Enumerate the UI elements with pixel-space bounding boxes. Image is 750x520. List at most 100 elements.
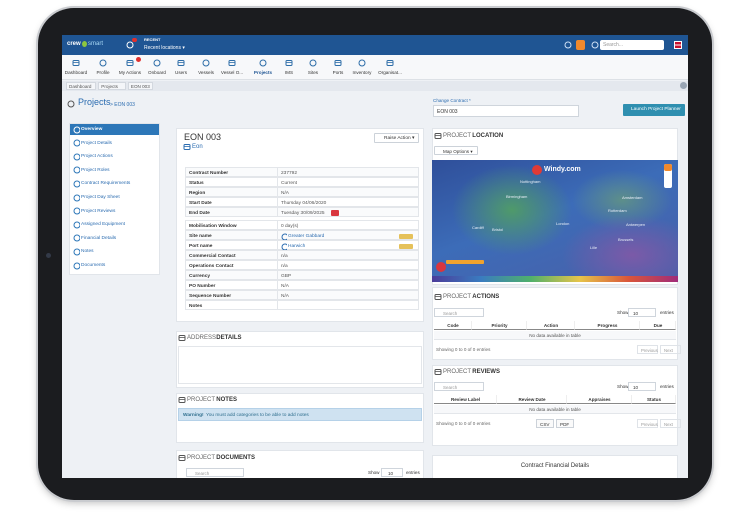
menu-item[interactable]: Users bbox=[175, 70, 187, 75]
breadcrumb-item[interactable]: Dashboard bbox=[66, 82, 97, 90]
menu-item[interactable]: Profile bbox=[96, 70, 110, 75]
menu-item[interactable]: Projects bbox=[253, 70, 273, 75]
map-options-button[interactable]: Map Options ▾ bbox=[434, 146, 478, 155]
row-value[interactable]: Greater Gabbard bbox=[288, 233, 325, 239]
pager-button[interactable]: Next bbox=[660, 419, 681, 428]
column-header[interactable]: Appraises bbox=[567, 395, 632, 404]
menu-item[interactable]: Sites bbox=[307, 70, 319, 75]
menu-item[interactable]: IMS bbox=[284, 70, 294, 75]
pager-button[interactable]: Next bbox=[660, 345, 681, 354]
menu-item[interactable]: Dashboard bbox=[64, 70, 88, 75]
export-button[interactable]: PDF bbox=[556, 419, 574, 428]
launch-button[interactable]: Launch Project Planner bbox=[623, 104, 685, 116]
length-value: 10 bbox=[633, 385, 639, 390]
sidebar-item[interactable]: Overview bbox=[81, 127, 103, 132]
menu-item[interactable]: My Actions bbox=[118, 70, 142, 75]
menu-item[interactable]: Inventory bbox=[352, 70, 372, 75]
menu-item[interactable]: Vessel O... bbox=[220, 70, 244, 75]
table-cell: Site name bbox=[185, 230, 278, 240]
length-select[interactable]: 10 bbox=[381, 468, 403, 477]
sidebar-item[interactable]: Contract Requirements bbox=[81, 181, 131, 187]
column-header[interactable]: Code bbox=[434, 321, 472, 330]
table-cell: N/A bbox=[277, 290, 419, 300]
length-select[interactable]: 10 bbox=[628, 382, 656, 391]
raise-action-button[interactable]: Raise Action ▾ bbox=[374, 133, 419, 143]
section-title-light: PROJECT bbox=[443, 133, 472, 139]
sidebar-item[interactable]: Documents bbox=[81, 263, 106, 268]
raise-action-text: Raise Action ▾ bbox=[384, 136, 415, 141]
icon bbox=[259, 59, 267, 67]
documents-search[interactable]: Search bbox=[186, 468, 244, 477]
menu-bar bbox=[62, 55, 688, 80]
logo-left: crew bbox=[67, 41, 81, 47]
notification-badge bbox=[136, 57, 141, 62]
menu-item[interactable]: Onboard bbox=[148, 70, 166, 75]
recent-locations[interactable]: Recent locations ▾ bbox=[144, 45, 185, 51]
empty-row: No data available in table bbox=[434, 405, 676, 414]
menu-item[interactable]: Organisat... bbox=[378, 70, 402, 75]
top-bar bbox=[62, 35, 688, 55]
pager-button[interactable]: Previous bbox=[637, 345, 658, 354]
sidebar-item[interactable]: Project Day Sheet bbox=[81, 195, 120, 200]
row-value: N/A bbox=[281, 293, 289, 299]
warning-box: Warning! You must add categories to be ab… bbox=[178, 408, 422, 421]
bag-button[interactable] bbox=[576, 40, 585, 50]
sidebar-item[interactable]: Project Actions bbox=[81, 154, 113, 160]
sidebar-item[interactable]: Financial Details bbox=[81, 235, 117, 241]
row-value: Current bbox=[281, 180, 297, 186]
empty-text: No data available in table bbox=[529, 333, 581, 338]
icon bbox=[126, 41, 134, 49]
breadcrumb-text: Projects bbox=[101, 84, 118, 89]
layer-button[interactable] bbox=[664, 164, 672, 171]
length-value: 10 bbox=[388, 471, 394, 476]
sidebar-active bbox=[70, 124, 159, 135]
menu-item[interactable]: Vessels bbox=[198, 70, 214, 75]
sidebar-item[interactable]: Project Roles bbox=[81, 167, 110, 173]
row-label: Commercial Contact bbox=[189, 253, 236, 259]
column-header[interactable]: Progress bbox=[575, 321, 640, 330]
zoom-controls[interactable] bbox=[664, 164, 672, 188]
table-search[interactable]: Search bbox=[434, 382, 484, 391]
pager-text: Previous bbox=[641, 348, 658, 353]
column-header[interactable]: Action bbox=[527, 321, 575, 330]
pager-button[interactable]: Previous bbox=[637, 419, 658, 428]
icon bbox=[281, 243, 287, 250]
column-header[interactable]: Priority bbox=[472, 321, 527, 330]
row-value[interactable]: Harwich bbox=[288, 243, 306, 249]
date-badge bbox=[330, 210, 339, 216]
column-header[interactable]: Status bbox=[632, 395, 676, 404]
address-card bbox=[176, 331, 424, 388]
page-title: Projects bbox=[78, 97, 111, 107]
row-label: Mobilisation Window bbox=[189, 223, 237, 229]
column-title: Review Label bbox=[450, 397, 481, 402]
row-label: Site name bbox=[189, 233, 212, 239]
row-label: End Date bbox=[189, 210, 210, 216]
play-button[interactable] bbox=[436, 262, 446, 272]
map-place: Rotterdam bbox=[608, 208, 627, 213]
search-box[interactable]: Search... bbox=[600, 40, 664, 50]
table-cell: Currency bbox=[185, 270, 278, 280]
menu-item[interactable]: Ports bbox=[332, 70, 344, 75]
sidebar-item[interactable]: Project Reviews bbox=[81, 208, 116, 214]
sidebar-item[interactable]: Project Details bbox=[81, 140, 112, 146]
map-options-text: Map Options ▾ bbox=[443, 149, 473, 154]
icon bbox=[285, 60, 293, 66]
table-cell: Start Date bbox=[185, 197, 278, 207]
table-search[interactable]: Search bbox=[434, 308, 484, 317]
column-title: Review Date bbox=[518, 397, 546, 402]
column-header[interactable]: Review Date bbox=[497, 395, 567, 404]
sidebar-item[interactable]: Assigned Equipment bbox=[81, 222, 125, 228]
column-header[interactable]: Due bbox=[640, 321, 676, 330]
show-label: Show bbox=[617, 384, 629, 389]
contract-select[interactable]: EON 003 bbox=[433, 105, 579, 117]
breadcrumb-item[interactable]: Projects bbox=[98, 82, 126, 90]
table-cell: PO Number bbox=[185, 280, 278, 290]
table-cell: N/A bbox=[277, 280, 419, 290]
project-client[interactable]: Eon bbox=[192, 144, 203, 150]
sidebar-item[interactable]: Notes bbox=[81, 249, 94, 255]
user-badge bbox=[132, 38, 137, 42]
icon bbox=[358, 59, 366, 67]
column-header[interactable]: Review Label bbox=[434, 395, 497, 404]
length-select[interactable]: 10 bbox=[628, 308, 656, 317]
export-button[interactable]: CSV bbox=[536, 419, 554, 428]
